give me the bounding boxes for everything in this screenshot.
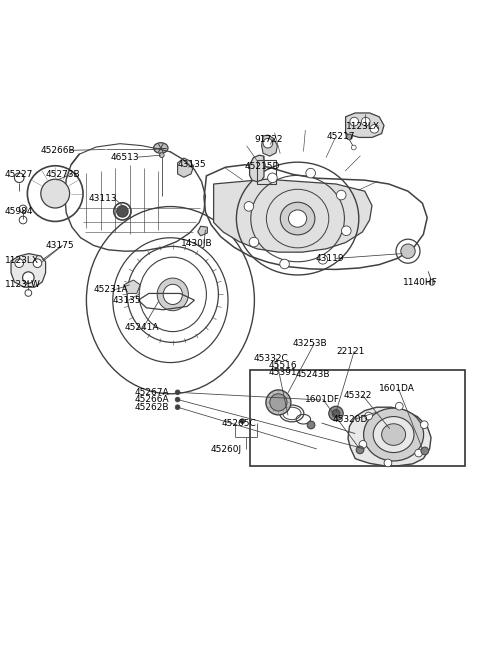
Polygon shape: [250, 155, 264, 182]
Text: 91722: 91722: [254, 135, 283, 144]
Polygon shape: [198, 226, 207, 236]
Circle shape: [396, 402, 403, 410]
Text: 45241A: 45241A: [125, 323, 159, 333]
Circle shape: [401, 244, 415, 258]
Circle shape: [117, 205, 128, 217]
Ellipse shape: [364, 408, 423, 461]
Text: 1123LX: 1123LX: [5, 256, 39, 265]
Circle shape: [359, 441, 367, 448]
Circle shape: [341, 226, 351, 236]
Circle shape: [318, 255, 327, 264]
Text: 45265C: 45265C: [222, 419, 256, 428]
Ellipse shape: [382, 424, 406, 445]
Text: 45266A: 45266A: [134, 395, 169, 404]
Circle shape: [306, 169, 315, 178]
Circle shape: [270, 394, 287, 411]
Text: 45243B: 45243B: [295, 369, 330, 379]
Text: 45320D: 45320D: [333, 415, 368, 424]
Ellipse shape: [373, 417, 414, 453]
Polygon shape: [124, 280, 140, 293]
Circle shape: [361, 117, 370, 126]
Polygon shape: [178, 158, 193, 177]
Polygon shape: [262, 135, 277, 156]
Circle shape: [175, 405, 180, 409]
Polygon shape: [346, 113, 384, 138]
Circle shape: [240, 419, 245, 424]
Text: 45231A: 45231A: [94, 285, 128, 294]
Text: 45262B: 45262B: [134, 403, 169, 412]
Circle shape: [249, 237, 259, 247]
Text: 46513: 46513: [110, 153, 139, 161]
Text: 22121: 22121: [336, 346, 364, 356]
Circle shape: [159, 153, 164, 157]
Circle shape: [421, 447, 429, 455]
Text: 45391: 45391: [269, 367, 298, 377]
Circle shape: [420, 421, 428, 428]
Text: 43113: 43113: [89, 194, 118, 203]
Text: 43119: 43119: [316, 254, 345, 263]
Text: 43135: 43135: [113, 296, 142, 304]
Ellipse shape: [163, 284, 182, 304]
Bar: [257, 160, 276, 184]
Text: 1601DA: 1601DA: [379, 384, 415, 393]
Circle shape: [365, 412, 372, 420]
Polygon shape: [11, 254, 46, 287]
Circle shape: [23, 272, 34, 283]
Circle shape: [415, 449, 422, 457]
Text: 45267A: 45267A: [134, 388, 169, 397]
Circle shape: [350, 117, 359, 126]
Text: 1601DF: 1601DF: [305, 394, 340, 403]
Circle shape: [175, 390, 180, 395]
Text: 1123LX: 1123LX: [346, 122, 380, 131]
Text: 45332C: 45332C: [253, 354, 288, 363]
Circle shape: [41, 179, 70, 208]
Text: 45516: 45516: [269, 361, 298, 370]
Text: 43135: 43135: [178, 160, 206, 169]
Text: 45322: 45322: [343, 391, 372, 400]
Circle shape: [15, 259, 24, 268]
Ellipse shape: [154, 143, 168, 154]
Circle shape: [336, 190, 346, 200]
Text: 45227: 45227: [5, 170, 33, 179]
Text: 45217: 45217: [326, 133, 355, 142]
Circle shape: [280, 259, 289, 269]
Circle shape: [244, 201, 254, 211]
Text: 45260J: 45260J: [210, 445, 241, 455]
Circle shape: [307, 421, 315, 429]
Text: 45273B: 45273B: [46, 170, 80, 179]
Circle shape: [356, 446, 364, 454]
Bar: [250, 370, 465, 466]
Ellipse shape: [280, 202, 315, 235]
Circle shape: [263, 138, 273, 148]
Circle shape: [266, 390, 291, 415]
Circle shape: [370, 125, 379, 133]
Text: 43175: 43175: [46, 241, 74, 250]
Text: 1430JB: 1430JB: [181, 239, 213, 248]
Circle shape: [175, 397, 180, 402]
Polygon shape: [348, 407, 431, 466]
Text: 1123LW: 1123LW: [5, 280, 41, 289]
Circle shape: [347, 134, 352, 140]
Text: 45215D: 45215D: [245, 162, 280, 171]
Text: 45266B: 45266B: [41, 146, 75, 155]
Ellipse shape: [288, 210, 307, 227]
Circle shape: [384, 459, 392, 467]
Polygon shape: [214, 179, 372, 252]
Circle shape: [33, 259, 42, 268]
Circle shape: [332, 409, 340, 417]
Ellipse shape: [157, 278, 188, 311]
Circle shape: [329, 406, 343, 420]
Text: 1140HF: 1140HF: [403, 278, 438, 287]
Circle shape: [267, 173, 277, 182]
Text: 43253B: 43253B: [293, 339, 327, 348]
Text: 45984: 45984: [5, 207, 33, 216]
